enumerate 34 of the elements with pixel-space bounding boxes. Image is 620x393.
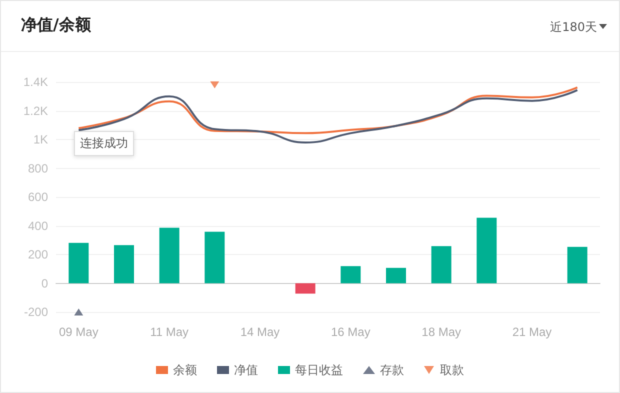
x-tick-label: 09 May <box>58 325 98 339</box>
x-tick-label: 11 May <box>150 325 189 339</box>
bar <box>340 266 361 284</box>
bar <box>295 283 316 294</box>
x-tick-label: 16 May <box>330 325 370 339</box>
x-tick-label: 21 May <box>512 325 552 339</box>
y-tick-label: 600 <box>28 190 48 204</box>
bar <box>114 245 134 284</box>
bar <box>159 228 180 284</box>
bar <box>567 246 588 284</box>
legend-label: 取款 <box>440 363 464 377</box>
legend-label: 每日收益 <box>295 363 343 377</box>
y-tick-label: 1K <box>33 132 48 146</box>
x-tick-label: 18 May <box>422 325 462 339</box>
bar <box>386 268 406 284</box>
legend-label: 净值 <box>234 363 258 377</box>
legend-label: 存款 <box>380 363 404 377</box>
bar <box>431 246 452 284</box>
y-tick-label: 1.4K <box>23 75 48 89</box>
y-tick-label: 1.2K <box>23 104 48 118</box>
y-tick-label: 0 <box>41 276 48 290</box>
annotation: 连接成功 <box>74 131 134 156</box>
chart-subtitle: 近180天 <box>550 19 597 36</box>
line-series <box>78 86 578 134</box>
bar <box>204 232 225 284</box>
y-tick-label: 800 <box>28 161 48 176</box>
chart-title: 净值/余额 <box>21 15 91 36</box>
y-tick-label: 400 <box>28 218 48 233</box>
y-tick-label: -200 <box>24 305 48 319</box>
legend-label: 余额 <box>173 363 197 377</box>
y-tick-label: 200 <box>28 248 48 262</box>
bar <box>476 218 497 284</box>
bar <box>68 242 89 284</box>
x-tick-label: 14 May <box>240 325 280 339</box>
